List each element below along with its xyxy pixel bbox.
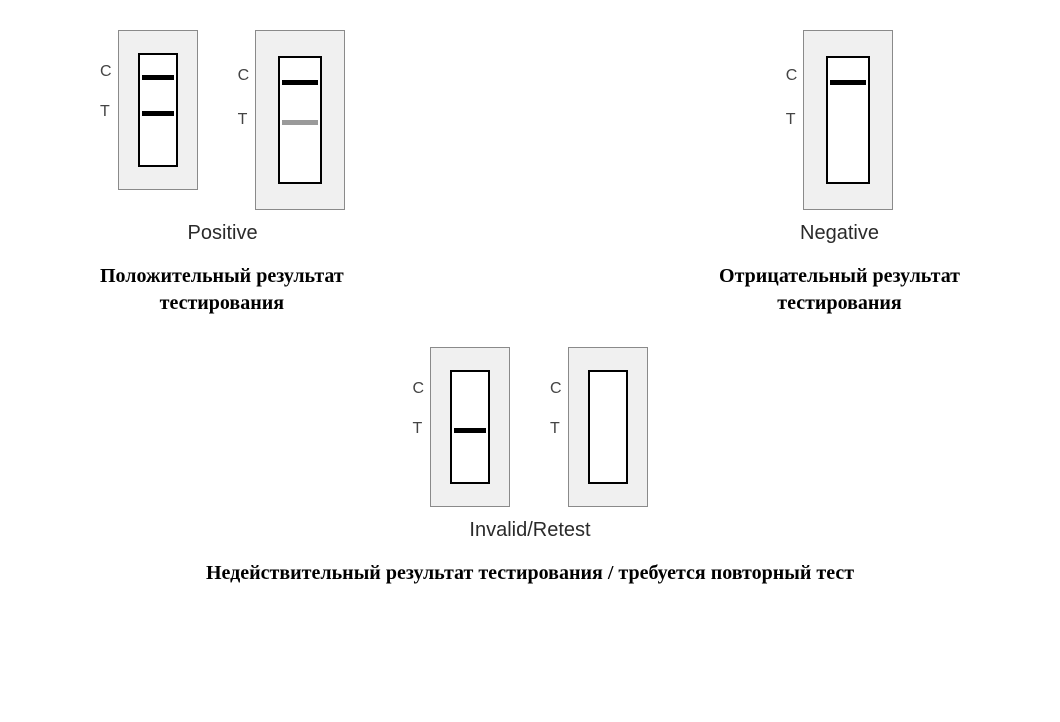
cassette-wrap: C T <box>100 30 198 190</box>
band-c-strong <box>282 80 318 85</box>
band-c-strong <box>142 75 174 80</box>
test-cassette <box>803 30 893 210</box>
label-c: C <box>238 68 250 84</box>
test-window <box>826 56 870 184</box>
band-c-strong <box>830 80 866 85</box>
test-window <box>450 370 490 484</box>
ct-labels: C T <box>100 30 112 120</box>
test-window <box>278 56 322 184</box>
ct-labels: C T <box>550 347 562 437</box>
label-t: T <box>550 421 562 437</box>
cassette-wrap: C T <box>550 347 648 507</box>
test-window <box>588 370 628 484</box>
invalid-en-label: Invalid/Retest <box>469 519 590 542</box>
cassette-wrap: C T <box>786 30 894 210</box>
positive-cassette-row: C T C T <box>100 30 345 210</box>
label-c: C <box>550 381 562 397</box>
group-negative: C T Negative Отрицательный результат тес… <box>719 30 960 317</box>
invalid-ru-label: Недействительный результат тестирования … <box>206 560 854 587</box>
label-c: C <box>786 68 798 84</box>
band-t-strong <box>454 428 486 433</box>
negative-en-label: Negative <box>800 222 879 245</box>
negative-ru-label: Отрицательный результат тестирования <box>719 263 960 317</box>
negative-cassette-row: C T <box>786 30 894 210</box>
label-t: T <box>412 421 424 437</box>
group-positive: C T C T <box>100 30 345 317</box>
invalid-cassette-row: C T C T <box>412 347 647 507</box>
test-cassette <box>255 30 345 210</box>
top-row: C T C T <box>0 0 1060 317</box>
test-window <box>138 53 178 167</box>
label-c: C <box>412 381 424 397</box>
positive-en-label: Positive <box>188 222 258 245</box>
label-c: C <box>100 64 112 80</box>
positive-ru-label: Положительный результат тестирования <box>100 263 344 317</box>
ct-labels: C T <box>238 30 250 128</box>
test-cassette <box>430 347 510 507</box>
label-t: T <box>786 112 798 128</box>
label-t: T <box>100 104 112 120</box>
ct-labels: C T <box>786 30 798 128</box>
diagram-root: C T C T <box>0 0 1060 722</box>
band-t-strong <box>142 111 174 116</box>
label-t: T <box>238 112 250 128</box>
ct-labels: C T <box>412 347 424 437</box>
cassette-wrap: C T <box>238 30 346 210</box>
group-invalid: C T C T Invalid/Retest Не <box>0 317 1060 587</box>
test-cassette <box>118 30 198 190</box>
band-t-faint <box>282 120 318 125</box>
cassette-wrap: C T <box>412 347 510 507</box>
test-cassette <box>568 347 648 507</box>
